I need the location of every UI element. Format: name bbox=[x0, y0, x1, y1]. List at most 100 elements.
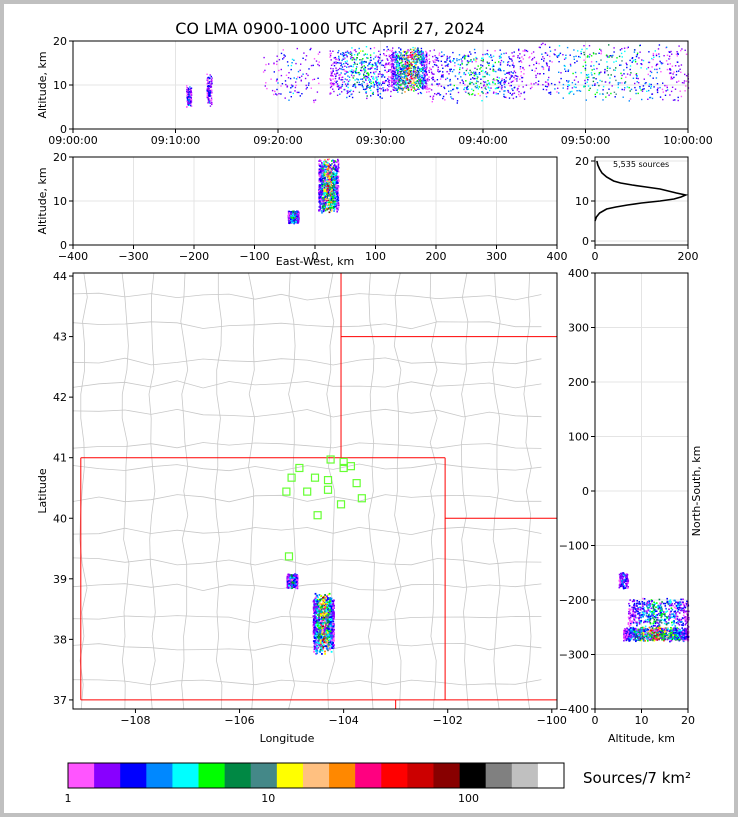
source-point bbox=[588, 56, 590, 58]
source-point bbox=[332, 190, 335, 193]
source-point bbox=[285, 74, 288, 76]
source-point bbox=[330, 64, 333, 66]
source-point bbox=[289, 583, 292, 585]
source-point bbox=[364, 69, 366, 72]
source-point bbox=[543, 57, 545, 60]
source-point bbox=[336, 69, 338, 72]
source-point bbox=[288, 573, 291, 576]
source-point bbox=[206, 96, 208, 99]
x-tick-label: 09:10:00 bbox=[151, 134, 200, 147]
source-point bbox=[514, 74, 516, 77]
source-point bbox=[502, 61, 505, 63]
x-tick-label: −100 bbox=[239, 250, 269, 263]
source-point bbox=[650, 71, 653, 74]
source-point bbox=[291, 219, 293, 221]
source-point bbox=[635, 89, 637, 91]
source-point bbox=[365, 78, 367, 80]
source-point bbox=[436, 59, 439, 61]
source-point bbox=[503, 93, 505, 96]
source-point bbox=[208, 89, 210, 91]
source-point bbox=[391, 53, 394, 56]
x-tick-label: 300 bbox=[486, 250, 507, 263]
source-point bbox=[419, 62, 421, 64]
source-point bbox=[499, 86, 501, 88]
source-point bbox=[369, 79, 371, 81]
source-point bbox=[295, 84, 297, 87]
source-point bbox=[356, 63, 358, 65]
source-point bbox=[538, 46, 541, 48]
source-point bbox=[414, 88, 416, 90]
source-point bbox=[344, 57, 346, 59]
source-point bbox=[207, 87, 209, 90]
source-point bbox=[323, 208, 325, 210]
source-point bbox=[501, 85, 503, 87]
source-point bbox=[437, 68, 439, 71]
source-point bbox=[365, 88, 367, 90]
source-point bbox=[334, 160, 337, 162]
source-point bbox=[494, 79, 496, 81]
source-point bbox=[389, 49, 391, 52]
source-point bbox=[510, 71, 512, 73]
source-point bbox=[330, 168, 333, 170]
source-point bbox=[404, 72, 406, 74]
source-point bbox=[190, 98, 192, 101]
source-point bbox=[189, 102, 191, 104]
source-point bbox=[342, 81, 344, 83]
source-point bbox=[318, 186, 321, 189]
source-point bbox=[602, 89, 604, 91]
source-point bbox=[318, 51, 321, 53]
source-point bbox=[459, 66, 461, 69]
source-point bbox=[330, 59, 332, 61]
source-point bbox=[187, 92, 189, 94]
source-point bbox=[423, 63, 426, 65]
source-point bbox=[406, 75, 409, 77]
source-point bbox=[331, 185, 334, 187]
source-point bbox=[369, 87, 371, 89]
source-point bbox=[292, 213, 294, 216]
source-point bbox=[393, 64, 395, 66]
source-point bbox=[382, 75, 384, 77]
source-point bbox=[363, 77, 365, 79]
source-point bbox=[424, 60, 426, 62]
source-point bbox=[429, 61, 431, 63]
source-point bbox=[424, 60, 427, 63]
source-point bbox=[573, 79, 576, 81]
source-point bbox=[387, 63, 389, 65]
source-point bbox=[190, 92, 192, 95]
source-point bbox=[338, 166, 340, 169]
source-point bbox=[383, 82, 385, 84]
source-point bbox=[189, 90, 191, 93]
source-point bbox=[321, 188, 323, 190]
source-point bbox=[413, 87, 415, 89]
source-point bbox=[344, 78, 346, 80]
source-point bbox=[397, 72, 399, 74]
source-point bbox=[292, 211, 295, 214]
source-point bbox=[374, 68, 376, 70]
source-point bbox=[350, 89, 352, 91]
source-point bbox=[290, 582, 293, 584]
source-point bbox=[394, 83, 396, 85]
source-point bbox=[503, 79, 505, 81]
source-point bbox=[414, 84, 417, 86]
source-point bbox=[625, 62, 627, 64]
source-point bbox=[422, 80, 424, 82]
source-point bbox=[615, 60, 617, 62]
x-tick-label: −300 bbox=[118, 250, 148, 263]
source-point bbox=[207, 87, 209, 89]
source-point bbox=[442, 95, 445, 98]
source-point bbox=[350, 56, 352, 58]
source-point bbox=[384, 80, 387, 82]
source-point bbox=[510, 81, 512, 83]
source-point bbox=[352, 64, 355, 66]
source-point bbox=[337, 180, 340, 182]
source-point bbox=[404, 69, 406, 71]
source-point bbox=[338, 78, 340, 80]
source-point bbox=[499, 64, 502, 66]
source-point bbox=[578, 55, 580, 58]
source-point bbox=[189, 87, 192, 90]
source-point bbox=[503, 52, 505, 55]
source-point bbox=[600, 53, 602, 55]
source-point bbox=[292, 584, 295, 586]
source-point bbox=[420, 86, 422, 88]
source-point bbox=[410, 69, 412, 72]
